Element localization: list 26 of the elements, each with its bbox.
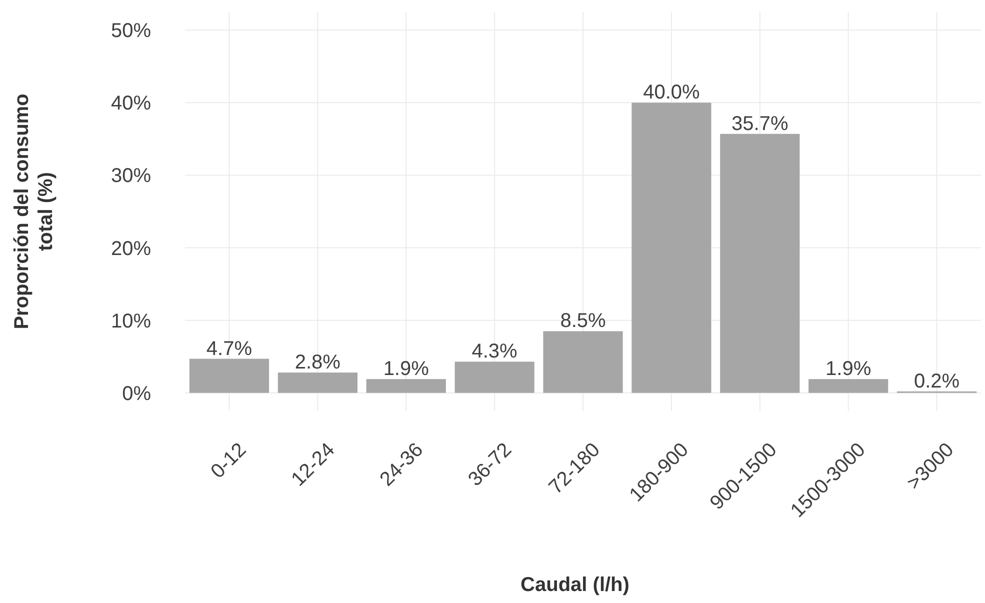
data-label: 0.2% [914, 370, 960, 392]
data-label: 4.3% [472, 340, 518, 363]
x-tick-label: 0-12 [206, 438, 251, 483]
x-axis-title: Caudal (l/h) [520, 574, 630, 596]
y-tick-label: 10% [110, 310, 152, 332]
y-tick-label: 20% [110, 238, 152, 260]
y-tick-label: 30% [110, 165, 152, 188]
data-label: 1.9% [383, 358, 430, 380]
y-tick-label: 0% [122, 382, 152, 405]
data-label: 4.7% [206, 338, 252, 360]
bar [278, 372, 358, 393]
bar [366, 379, 446, 393]
data-label: 2.8% [294, 352, 341, 374]
data-label: 1.9% [826, 358, 872, 380]
data-label: 8.5% [560, 310, 606, 332]
bar [454, 362, 534, 393]
bar [543, 331, 623, 393]
data-label: 40.0% [643, 82, 700, 104]
bar [632, 102, 712, 393]
bar [808, 379, 888, 393]
bar [189, 358, 270, 393]
y-tick-label: 50% [110, 20, 152, 42]
data-label: 35.7% [732, 112, 788, 135]
bar [720, 134, 800, 393]
y-tick-label: 40% [110, 92, 152, 115]
y-axis-title: Proporción del consumo total (%) [11, 94, 57, 330]
